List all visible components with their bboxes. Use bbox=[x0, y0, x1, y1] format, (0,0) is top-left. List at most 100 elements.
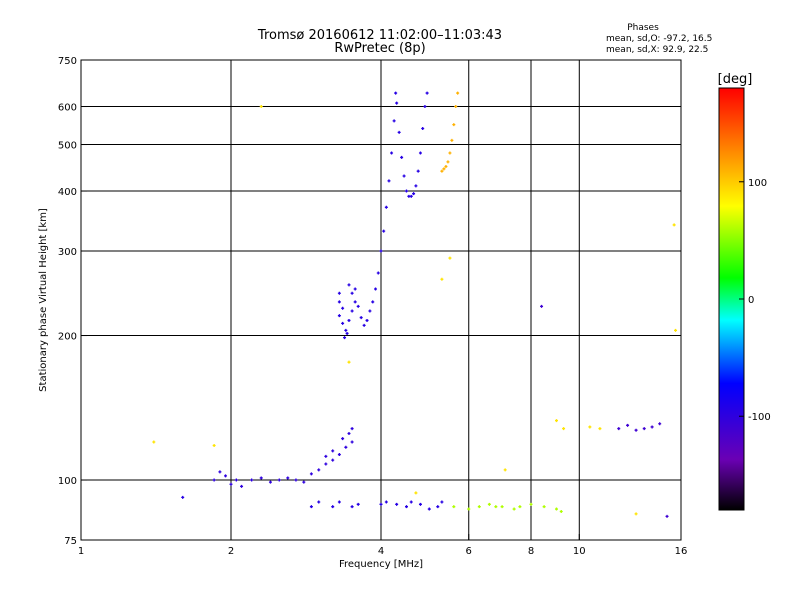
y-tick-label: 500 bbox=[58, 141, 77, 152]
data-point bbox=[440, 500, 444, 504]
data-point bbox=[350, 309, 354, 313]
data-point bbox=[347, 283, 351, 287]
data-point bbox=[598, 427, 602, 431]
data-point bbox=[341, 437, 345, 441]
data-point bbox=[250, 478, 254, 482]
data-point bbox=[365, 318, 369, 322]
data-point bbox=[450, 138, 454, 142]
data-point bbox=[359, 316, 363, 320]
data-point bbox=[382, 229, 386, 233]
data-point bbox=[331, 449, 335, 453]
data-point bbox=[554, 507, 558, 511]
data-point bbox=[350, 440, 354, 444]
data-point bbox=[379, 249, 383, 253]
data-point bbox=[518, 505, 522, 509]
data-point bbox=[309, 505, 313, 509]
data-point bbox=[436, 505, 440, 509]
data-point bbox=[418, 151, 422, 155]
y-axis-label: Stationary phase Virtual Height [km] bbox=[38, 208, 49, 392]
grid-lines bbox=[81, 60, 681, 540]
data-point bbox=[395, 502, 399, 506]
data-point bbox=[487, 502, 491, 506]
x-tick-label: 16 bbox=[675, 546, 688, 557]
data-point bbox=[400, 155, 404, 159]
colorbar-ticks: 100 0 -100 bbox=[739, 178, 771, 423]
data-point bbox=[374, 287, 378, 291]
x-tick-label: 10 bbox=[573, 546, 586, 557]
data-point bbox=[440, 169, 444, 173]
data-point bbox=[376, 271, 380, 275]
stats-o-line: mean, sd,O: -97.2, 16.5 bbox=[606, 34, 712, 44]
data-point bbox=[362, 323, 366, 327]
data-point bbox=[423, 105, 427, 109]
chart-subtitle: RwPretec (8p) bbox=[334, 41, 425, 56]
data-point bbox=[500, 505, 504, 509]
x-tick-label: 6 bbox=[466, 546, 472, 557]
stats-x-line: mean, sd,X: 92.9, 22.5 bbox=[606, 45, 708, 55]
data-point bbox=[356, 304, 360, 308]
data-point bbox=[341, 321, 345, 325]
data-point bbox=[452, 123, 456, 127]
data-point bbox=[345, 331, 349, 335]
data-point bbox=[387, 179, 391, 183]
data-point bbox=[344, 445, 348, 449]
data-point bbox=[658, 422, 662, 426]
data-point bbox=[317, 500, 321, 504]
data-point bbox=[268, 480, 272, 484]
data-point bbox=[542, 505, 546, 509]
colorbar-tick-label: 100 bbox=[748, 178, 767, 189]
data-point bbox=[448, 256, 452, 260]
colorbar-tick-label: 0 bbox=[748, 295, 754, 306]
data-point bbox=[454, 105, 458, 109]
data-point bbox=[456, 91, 460, 95]
colorbar-tick-label: -100 bbox=[748, 412, 771, 423]
data-point bbox=[404, 505, 408, 509]
data-point bbox=[218, 470, 222, 474]
data-point bbox=[397, 130, 401, 134]
data-point bbox=[234, 478, 238, 482]
data-point bbox=[331, 458, 335, 462]
x-tick-label: 8 bbox=[528, 546, 534, 557]
y-tick-label: 75 bbox=[64, 536, 77, 547]
data-point bbox=[259, 105, 263, 109]
x-tick-label: 1 bbox=[78, 546, 84, 557]
x-axis-ticks: 1 2 4 6 8 10 16 bbox=[78, 534, 688, 557]
colorbar-label: [deg] bbox=[718, 72, 753, 87]
data-point bbox=[337, 500, 341, 504]
data-point bbox=[427, 507, 431, 511]
data-point bbox=[347, 318, 351, 322]
data-point bbox=[324, 454, 328, 458]
data-point bbox=[412, 192, 416, 196]
data-point bbox=[452, 505, 456, 509]
data-point bbox=[337, 453, 341, 457]
data-point bbox=[540, 304, 544, 308]
data-point bbox=[212, 444, 216, 448]
data-point bbox=[317, 468, 321, 472]
y-axis-ticks: 75 100 200 300 400 500 600 750 bbox=[58, 56, 87, 547]
data-point bbox=[414, 184, 418, 188]
data-point bbox=[477, 505, 481, 509]
data-point bbox=[344, 328, 348, 332]
data-point bbox=[347, 432, 351, 436]
data-point bbox=[294, 478, 298, 482]
phases-legend-title: Phases bbox=[627, 23, 659, 33]
y-tick-label: 100 bbox=[58, 476, 77, 487]
y-tick-label: 400 bbox=[58, 187, 77, 198]
data-point bbox=[392, 119, 396, 123]
data-point bbox=[529, 502, 533, 506]
data-point bbox=[416, 169, 420, 173]
data-point bbox=[446, 160, 450, 164]
y-tick-label: 300 bbox=[58, 247, 77, 258]
data-point bbox=[562, 427, 566, 431]
data-point bbox=[356, 502, 360, 506]
data-point bbox=[384, 500, 388, 504]
data-point bbox=[343, 336, 347, 340]
data-point bbox=[494, 505, 498, 509]
data-point bbox=[302, 480, 306, 484]
data-point bbox=[277, 478, 281, 482]
chart-title: Tromsø 20160612 11:02:00–11:03:43 bbox=[257, 28, 502, 43]
data-point bbox=[181, 495, 185, 499]
data-point bbox=[512, 507, 516, 511]
data-point bbox=[448, 151, 452, 155]
